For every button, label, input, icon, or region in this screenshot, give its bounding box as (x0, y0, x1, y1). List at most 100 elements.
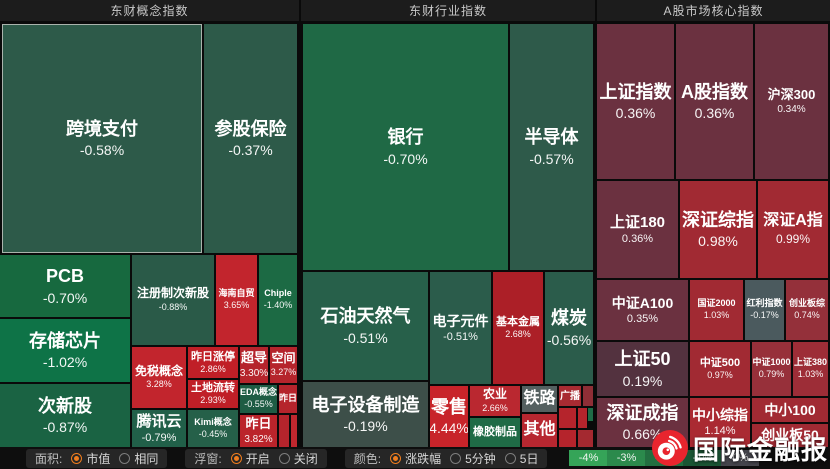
tile-label: EDA概念 (240, 387, 277, 398)
tile-change: 3.27% (270, 366, 297, 377)
panel-title-industry-indices: 东财行业指数 (301, 0, 595, 21)
tile-change: -0.51% (343, 329, 388, 346)
tile-change: -0.45% (198, 428, 228, 439)
tile-change: 0.99% (775, 232, 811, 247)
tile-change: 4.44% (430, 420, 468, 437)
treemap-tile[interactable]: 电子设备制造 -0.19% (303, 382, 428, 447)
treemap-tile[interactable] (559, 408, 576, 428)
tile-change: 3.82% (244, 433, 273, 445)
treemap-tile[interactable]: 免税概念 3.28% (132, 347, 186, 408)
treemap-tile[interactable]: 海南自贸 3.65% (216, 255, 257, 345)
treemap-tile[interactable]: 零售 4.44% (430, 386, 468, 447)
treemap-tile[interactable]: 广播 (559, 386, 581, 406)
treemap-tile[interactable]: 跨境支付 -0.58% (2, 24, 202, 253)
radio-area-marketcap[interactable]: 市值 (71, 450, 110, 467)
color-mode-group: 颜色: 涨跌幅 5分钟 5日 (344, 448, 548, 468)
treemap-tile[interactable]: 中证500 0.97% (690, 342, 750, 396)
radio-float-on[interactable]: 开启 (230, 450, 270, 467)
tile-change: -0.57% (529, 150, 574, 167)
tile-label: 铁路 (523, 389, 556, 407)
treemap-tile[interactable] (279, 415, 289, 447)
treemap-tile[interactable]: 基本金属 2.68% (493, 272, 543, 384)
tile-label: 橡胶制品 (473, 426, 517, 439)
treemap-tile[interactable]: 创业板50 (752, 424, 828, 447)
watermark-logo: 国际金融报 (651, 427, 828, 469)
tile-change: -0.37% (228, 142, 273, 159)
tile-label: 创业板50 (761, 427, 819, 444)
tile-change: 0.34% (777, 104, 806, 116)
tile-change: 2.86% (200, 363, 226, 374)
treemap-tile[interactable]: 深证成指 0.66% (597, 398, 688, 447)
radio-color-5min[interactable]: 5分钟 (450, 450, 496, 467)
treemap-tile[interactable]: 上证380 1.03% (793, 342, 828, 396)
tile-label: 深证综指 (682, 209, 754, 230)
treemap-tile[interactable]: 注册制次新股 -0.88% (132, 255, 214, 345)
treemap-tile[interactable]: EDA概念 -0.55% (240, 385, 277, 413)
treemap-tile[interactable]: 半导体 -0.57% (510, 24, 593, 270)
treemap-tile[interactable]: Kimi概念 -0.45% (188, 410, 238, 447)
legend-segment: 0% (721, 450, 760, 466)
settings-bar: 面积: 市值 相同 浮窗: 开启 关闭 颜色: (0, 447, 830, 469)
treemap-tile[interactable]: 中小综指 1.14% (690, 398, 750, 447)
treemap-tile[interactable]: 中小100 (752, 398, 828, 422)
treemap-tile[interactable] (578, 408, 587, 428)
treemap-tile[interactable]: PCB -0.70% (0, 255, 130, 317)
radio-dot-icon (278, 452, 290, 464)
tile-change: 0.36% (694, 105, 735, 122)
radio-area-equal[interactable]: 相同 (119, 450, 158, 467)
radio-label: 关闭 (293, 451, 318, 466)
treemap-tile[interactable]: 土地流转 2.93% (188, 380, 238, 408)
treemap-tile[interactable]: 上证50 0.19% (597, 342, 688, 396)
treemap-tile[interactable]: 银行 -0.70% (303, 24, 508, 270)
treemap-tile[interactable]: 昨日 (279, 385, 297, 413)
treemap-tile[interactable]: 深证A指 0.99% (758, 181, 828, 278)
treemap-tile[interactable]: 其他 (522, 414, 557, 447)
treemap-tile[interactable] (588, 408, 593, 421)
treemap-tile[interactable]: 沪深300 0.34% (755, 24, 828, 179)
radio-float-off[interactable]: 关闭 (278, 450, 318, 467)
tile-label: 煤炭 (551, 308, 587, 329)
treemap-tile[interactable]: 中证1000 0.79% (752, 342, 791, 396)
treemap-tile[interactable]: 次新股 -0.87% (0, 384, 130, 447)
treemap-tile[interactable]: 创业板综 0.74% (786, 280, 828, 340)
treemap-tile[interactable] (578, 430, 593, 447)
treemap-tile[interactable]: 红利指数 -0.17% (745, 280, 784, 340)
treemap-tile[interactable]: 深证综指 0.98% (680, 181, 756, 278)
radio-dot-icon (71, 452, 83, 464)
radio-label: 开启 (245, 451, 270, 466)
treemap-tile[interactable] (583, 386, 593, 406)
tile-label: 中证A100 (611, 294, 674, 311)
treemap-tile[interactable]: 中证A100 0.35% (597, 280, 688, 340)
tile-change: 0.36% (621, 233, 654, 246)
radio-color-5day[interactable]: 5日 (504, 450, 538, 467)
tile-change: 3.65% (223, 300, 250, 310)
treemap-tile[interactable]: Chiple -1.40% (259, 255, 297, 345)
treemap-tile[interactable]: 农业 2.66% (470, 386, 520, 416)
weibo-eye-icon (651, 430, 688, 466)
radio-color-change[interactable]: 涨跌幅 (390, 450, 441, 467)
radio-dot-icon (390, 452, 402, 464)
treemap-tile[interactable]: 石油天然气 -0.51% (303, 272, 428, 380)
treemap-tile[interactable]: 存储芯片 -1.02% (0, 319, 130, 382)
tile-change: 2.66% (482, 402, 508, 413)
treemap-tile[interactable]: 空间 3.27% (270, 347, 297, 383)
treemap-tile[interactable]: 上证180 0.36% (597, 181, 678, 278)
treemap-tile[interactable]: 煤炭 -0.56% (545, 272, 593, 384)
treemap-tile[interactable]: 国证2000 1.03% (690, 280, 743, 340)
tile-change: -0.88% (158, 301, 188, 312)
treemap-tile[interactable]: A股指数 0.36% (676, 24, 753, 179)
treemap-tile[interactable]: 电子元件 -0.51% (430, 272, 491, 384)
tile-label: A股指数 (681, 81, 748, 102)
treemap-tile[interactable]: 腾讯云 -0.79% (132, 410, 186, 447)
treemap-tile[interactable]: 铁路 (522, 386, 557, 412)
tile-label: 次新股 (38, 395, 92, 416)
tile-change: 3.30% (240, 367, 268, 379)
treemap-tile[interactable]: 昨日 3.82% (240, 415, 277, 447)
treemap-tile[interactable] (291, 415, 297, 447)
treemap-tile[interactable]: 上证指数 0.36% (597, 24, 674, 179)
treemap-tile[interactable]: 昨日涨停 2.86% (188, 347, 238, 378)
treemap-tile[interactable] (559, 430, 576, 447)
treemap-tile[interactable]: 参股保险 -0.37% (204, 24, 297, 253)
treemap-tile[interactable]: 橡胶制品 (470, 418, 520, 447)
treemap-tile[interactable]: 超导 3.30% (240, 347, 268, 383)
